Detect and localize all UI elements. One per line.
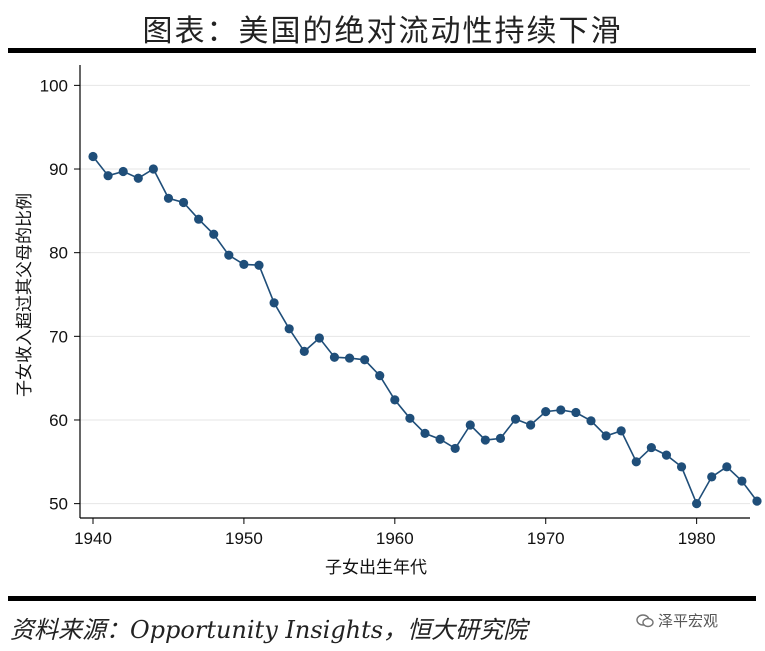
data-point — [194, 214, 204, 224]
y-tick-label: 100 — [40, 76, 68, 95]
data-point — [329, 352, 340, 362]
data-point — [541, 407, 551, 417]
y-tick-label: 60 — [49, 411, 68, 430]
data-point — [495, 433, 506, 443]
bottom-rule — [8, 596, 756, 601]
data-point — [269, 298, 279, 308]
data-point — [737, 476, 747, 486]
data-point — [133, 173, 143, 183]
data-point — [178, 197, 189, 208]
data-point — [360, 355, 370, 365]
data-point — [571, 407, 581, 418]
data-point — [676, 462, 687, 472]
series-line — [92, 156, 758, 506]
x-axis-label: 子女出生年代 — [325, 558, 427, 578]
data-point — [103, 171, 113, 181]
data-point — [314, 333, 324, 343]
x-tick-label: 1980 — [678, 529, 716, 548]
axes: 50 60 70 80 90 100 1940 1950 1960 1970 1980 — [40, 65, 750, 548]
data-point — [692, 499, 702, 509]
data-point — [707, 472, 717, 482]
data-point — [601, 431, 611, 441]
data-point — [420, 428, 430, 438]
data-point — [631, 457, 641, 467]
x-tick-label: 1940 — [74, 529, 112, 548]
x-tick-label: 1960 — [376, 529, 414, 548]
data-point — [586, 416, 596, 426]
data-point — [556, 405, 566, 415]
data-point — [661, 450, 672, 460]
series-layer — [88, 151, 762, 509]
wechat-icon — [636, 613, 654, 627]
data-point — [752, 496, 762, 506]
data-point — [465, 420, 475, 430]
data-point — [375, 371, 385, 381]
data-point — [480, 435, 490, 445]
data-point — [344, 353, 355, 363]
line-chart: 50 60 70 80 90 100 1940 1950 1960 1970 1980 子女出生年代… — [15, 65, 762, 578]
watermark-text: 泽平宏观 — [658, 612, 719, 630]
data-point — [299, 346, 309, 356]
data-point — [239, 259, 249, 269]
data-point — [390, 395, 400, 405]
chart-title: 图表：美国的绝对流动性持续下滑 — [142, 14, 623, 49]
data-point — [435, 434, 445, 444]
data-point — [616, 426, 626, 436]
y-axis-label: 子女收入超过其父母的比例 — [15, 193, 35, 397]
y-tick-label: 70 — [49, 327, 68, 346]
source-note: 资料来源：Opportunity Insights，恒大研究院 — [10, 616, 528, 644]
data-point — [209, 229, 219, 239]
gridlines — [80, 84, 750, 505]
data-point — [450, 443, 460, 454]
data-point — [284, 324, 294, 334]
y-tick-label: 90 — [49, 160, 68, 179]
data-point — [526, 420, 536, 430]
y-tick-label: 50 — [49, 495, 68, 514]
x-tick-label: 1970 — [527, 529, 565, 548]
data-point — [722, 462, 732, 472]
data-point — [405, 413, 415, 423]
data-point — [88, 151, 98, 162]
x-tick-label: 1950 — [225, 529, 263, 548]
data-point — [163, 193, 174, 203]
top-rule — [8, 48, 756, 53]
data-point — [118, 166, 128, 177]
watermark: 泽平宏观 — [636, 610, 718, 631]
data-point — [254, 260, 264, 270]
data-point — [510, 414, 521, 424]
data-point — [148, 164, 158, 174]
y-tick-label: 80 — [49, 244, 68, 263]
data-point — [224, 250, 234, 260]
data-point — [646, 442, 656, 453]
